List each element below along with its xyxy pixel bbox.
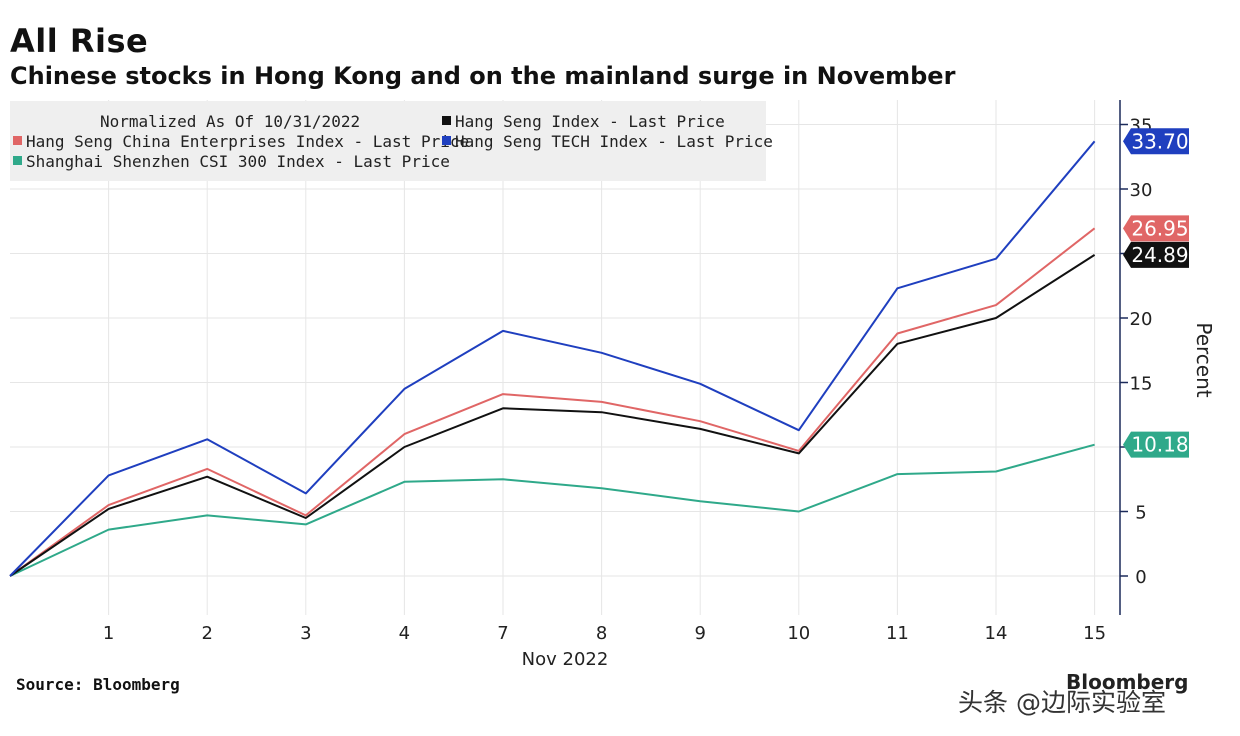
y-tick-label: 30 xyxy=(1130,180,1153,201)
x-tick-label: 15 xyxy=(1083,623,1106,644)
legend-box xyxy=(10,101,766,181)
axes: 05101520253035123478910111415Nov 2022Per… xyxy=(103,100,1216,670)
x-tick-label: 10 xyxy=(787,623,810,644)
series-line xyxy=(9,227,1096,577)
end-label-tag xyxy=(1123,215,1189,242)
y-tick-label: 5 xyxy=(1135,503,1146,524)
legend-title: Normalized As Of 10/31/2022 xyxy=(100,112,360,131)
end-label-tag xyxy=(1123,431,1189,458)
legend-swatch xyxy=(13,136,22,145)
end-label-tag xyxy=(1123,128,1189,155)
end-label-value: 24.89 xyxy=(1131,243,1188,267)
y-tick-label: 20 xyxy=(1130,309,1153,330)
x-axis-label: Nov 2022 xyxy=(522,649,609,670)
legend-swatch xyxy=(442,136,451,145)
end-labels: 24.89 26.95 33.70 10.18 xyxy=(1123,128,1189,458)
x-tick-label: 14 xyxy=(985,623,1008,644)
legend-entry: Shanghai Shenzhen CSI 300 Index - Last P… xyxy=(26,152,450,171)
watermark: 头条 @边际实验室 xyxy=(958,688,1166,717)
end-value-label: 24.89 xyxy=(1123,241,1189,268)
legend: Normalized As Of 10/31/2022 Hang Seng Ind… xyxy=(10,101,773,181)
y-tick-label: 0 xyxy=(1135,567,1146,588)
series-line xyxy=(9,140,1096,577)
x-tick-label: 9 xyxy=(694,623,705,644)
legend-entry: Hang Seng China Enterprises Index - Last… xyxy=(26,132,469,151)
x-tick-label: 1 xyxy=(103,623,114,644)
end-value-label: 26.95 xyxy=(1123,215,1189,242)
x-tick-label: 2 xyxy=(201,623,212,644)
x-tick-label: 11 xyxy=(886,623,909,644)
source-note: Source: Bloomberg xyxy=(16,675,180,694)
legend-swatch xyxy=(13,156,22,165)
x-tick-label: 4 xyxy=(399,623,410,644)
chart-subtitle: Chinese stocks in Hong Kong and on the m… xyxy=(10,62,956,90)
legend-entry: Hang Seng Index - Last Price xyxy=(455,112,725,131)
series-lines xyxy=(9,140,1096,577)
end-value-label: 10.18 xyxy=(1123,431,1189,458)
x-tick-label: 3 xyxy=(300,623,311,644)
series-line xyxy=(9,443,1095,577)
y-tick-label: 15 xyxy=(1130,374,1153,395)
x-tick-label: 8 xyxy=(596,623,607,644)
end-value-label: 33.70 xyxy=(1123,128,1189,155)
legend-entry: Hang Seng TECH Index - Last Price xyxy=(455,132,773,151)
legend-swatch xyxy=(442,116,451,125)
end-label-tag xyxy=(1123,241,1189,268)
chart-title: All Rise xyxy=(10,22,149,60)
y-axis-label: Percent xyxy=(1192,322,1216,397)
end-label-value: 33.70 xyxy=(1131,129,1188,153)
end-label-value: 26.95 xyxy=(1131,216,1188,240)
bloomberg-logo: Bloomberg xyxy=(1066,670,1189,694)
x-tick-label: 7 xyxy=(497,623,508,644)
series-line xyxy=(9,254,1096,577)
end-label-value: 10.18 xyxy=(1131,433,1188,457)
